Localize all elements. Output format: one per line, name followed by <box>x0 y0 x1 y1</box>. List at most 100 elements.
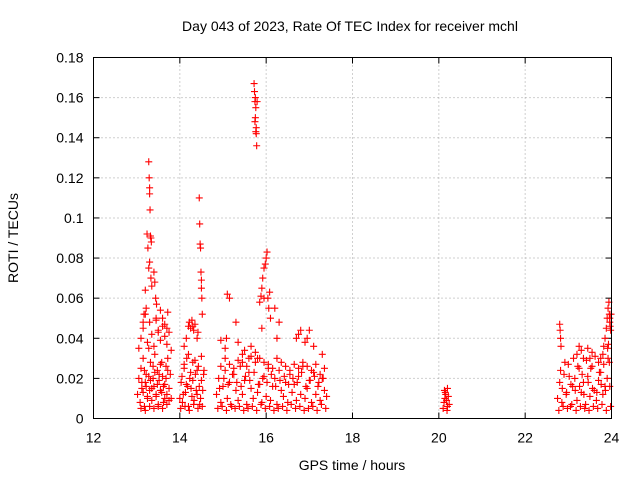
data-point <box>595 376 603 384</box>
data-point <box>301 338 309 346</box>
data-point <box>162 362 170 370</box>
data-point <box>440 386 448 394</box>
data-point <box>159 404 167 412</box>
data-point <box>251 358 259 366</box>
data-point <box>232 386 240 394</box>
data-point <box>283 406 291 414</box>
data-point <box>607 402 615 410</box>
data-point <box>315 378 323 386</box>
data-point <box>586 392 594 400</box>
data-point <box>158 358 166 366</box>
data-point <box>185 406 193 414</box>
data-point <box>273 400 281 408</box>
data-point <box>145 158 153 166</box>
data-point <box>196 220 204 228</box>
data-point <box>195 194 203 202</box>
data-point <box>243 362 251 370</box>
data-point <box>139 388 147 396</box>
data-point <box>604 304 612 312</box>
data-point <box>286 366 294 374</box>
x-tick-label: 12 <box>86 430 102 446</box>
data-point <box>604 340 612 348</box>
data-point <box>571 386 579 394</box>
data-point <box>589 384 597 392</box>
data-point <box>260 358 268 366</box>
data-point <box>245 354 253 362</box>
data-point <box>143 230 151 238</box>
data-point <box>599 350 607 358</box>
data-point <box>135 374 143 382</box>
data-point <box>198 402 206 410</box>
data-point <box>163 400 171 408</box>
data-point <box>148 282 156 290</box>
data-point <box>312 390 320 398</box>
data-point <box>183 354 191 362</box>
data-point <box>586 354 594 362</box>
data-point <box>303 362 311 370</box>
data-point <box>322 404 330 412</box>
data-point <box>274 404 282 412</box>
data-point <box>575 342 583 350</box>
y-axis-title: ROTI / TECUs <box>5 193 21 283</box>
data-point <box>237 382 245 390</box>
data-point <box>594 404 602 412</box>
data-point <box>580 390 588 398</box>
data-point <box>567 380 575 388</box>
data-point <box>317 400 325 408</box>
data-point <box>288 388 296 396</box>
data-point <box>259 374 267 382</box>
data-point <box>155 376 163 384</box>
data-point <box>309 402 317 410</box>
data-point <box>143 338 151 346</box>
data-point <box>597 354 605 362</box>
data-point <box>246 376 254 384</box>
data-point <box>143 392 151 400</box>
data-point <box>316 396 324 404</box>
x-tick-label: 20 <box>431 430 447 446</box>
data-point <box>259 274 267 282</box>
data-point <box>292 404 300 412</box>
data-point <box>313 406 321 414</box>
data-point <box>577 346 585 354</box>
y-tick-label: 0.08 <box>56 250 83 266</box>
data-point <box>261 260 269 268</box>
data-point <box>599 390 607 398</box>
data-point <box>262 392 270 400</box>
data-point <box>251 94 259 102</box>
data-point <box>263 378 271 386</box>
data-point <box>254 354 262 362</box>
data-point <box>558 398 566 406</box>
data-point <box>163 390 171 398</box>
data-point <box>252 124 260 132</box>
data-point <box>581 404 589 412</box>
data-point <box>595 358 603 366</box>
data-point <box>568 400 576 408</box>
data-point <box>216 384 224 392</box>
data-point <box>190 400 198 408</box>
data-point <box>150 404 158 412</box>
data-point <box>253 142 261 150</box>
data-point <box>148 396 156 404</box>
data-point <box>576 402 584 410</box>
data-point <box>582 400 590 408</box>
data-point <box>588 348 596 356</box>
data-point <box>266 402 274 410</box>
data-point <box>297 326 305 334</box>
data-point <box>159 382 167 390</box>
data-point <box>145 264 153 272</box>
data-point <box>224 380 232 388</box>
data-point <box>193 366 201 374</box>
data-point <box>146 258 154 266</box>
data-point <box>223 290 231 298</box>
data-point <box>439 404 447 412</box>
data-point <box>559 402 567 410</box>
data-point <box>607 326 615 334</box>
data-point <box>197 268 205 276</box>
y-tick-label: 0.14 <box>56 130 83 146</box>
data-point <box>180 360 188 368</box>
data-point <box>250 368 258 376</box>
data-point <box>165 396 173 404</box>
data-point <box>165 328 173 336</box>
data-point <box>163 340 171 348</box>
data-point <box>304 404 312 412</box>
